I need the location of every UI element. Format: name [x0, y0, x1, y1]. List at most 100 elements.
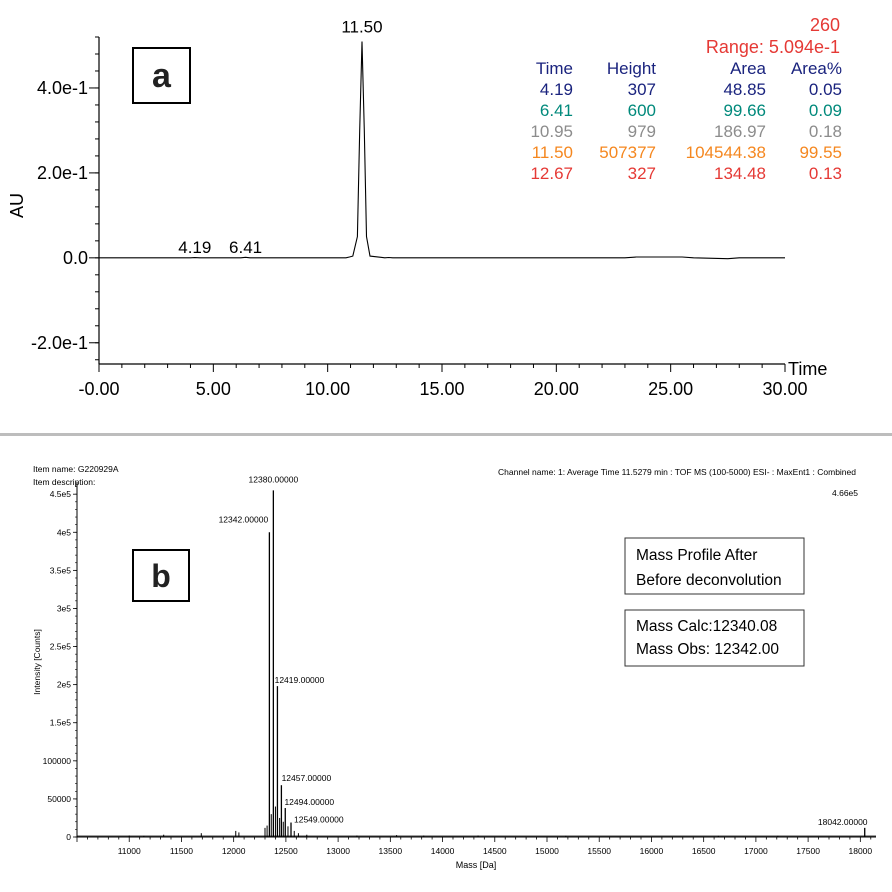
mass-obs-line: Mass Obs: 12342.00 — [636, 641, 779, 658]
x-tick-label-b: 11000 — [118, 846, 141, 856]
mass-calc-box — [624, 609, 805, 667]
y-tick-label-b: 4.5e5 — [50, 489, 72, 499]
table-cell-area-pct: 0.13 — [809, 164, 842, 183]
panel-label-b: b — [151, 558, 171, 594]
x-tick-label-a: 25.00 — [648, 379, 693, 399]
item-description: Item description: — [33, 477, 95, 487]
table-cell-height: 507377 — [599, 143, 656, 162]
x-tick-label-b: 12500 — [274, 846, 298, 856]
chromatogram-chart: -0.00 5.00 10.00 15.00 20.00 25.00 30.00 -2.0e-… — [7, 15, 842, 399]
table-cell-area: 134.48 — [714, 164, 766, 183]
y-tick-label-b: 2.5e5 — [50, 642, 72, 652]
peak-label-b: 12419.00000 — [275, 675, 325, 685]
axes-a — [98, 37, 785, 365]
channel-name: Channel name: 1: Average Time 11.5279 mi… — [498, 467, 856, 477]
x-tick-label-b: 14500 — [483, 846, 507, 856]
table-cell-height: 979 — [628, 122, 656, 141]
table-cell-area-pct: 0.09 — [809, 101, 842, 120]
y-tick-label-b: 3.5e5 — [50, 565, 72, 575]
table-cell-time: 11.50 — [532, 143, 573, 162]
x-tick-label-b: 16500 — [692, 846, 716, 856]
x-tick-label-b: 13000 — [326, 846, 350, 856]
table-cell-time: 12.67 — [530, 164, 573, 183]
panel-label-box-b — [132, 549, 190, 602]
peak-label-b: 18042.00000 — [818, 817, 868, 827]
x-tick-label-b: 17500 — [796, 846, 820, 856]
x-tick-label-b: 15500 — [587, 846, 611, 856]
table-cell-area: 48.85 — [723, 80, 766, 99]
table-cell-height: 327 — [628, 164, 656, 183]
table-cell-area: 186.97 — [714, 122, 766, 141]
table-cell-area-pct: 0.05 — [809, 80, 842, 99]
panel-label-a: a — [152, 57, 172, 95]
tick-labels-b: 11000 11500 12000 12500 13000 13500 14000 14500… — [43, 489, 873, 856]
y-tick-label-a: -2.0e-1 — [31, 333, 88, 353]
table-cell-height: 307 — [628, 80, 656, 99]
peak-label-b: 12380.00000 — [249, 474, 299, 484]
y-tick-label-b: 50000 — [47, 794, 71, 804]
table-cell-time: 4.19 — [540, 80, 573, 99]
minor-peaks — [128, 806, 779, 837]
tick-labels-a: -0.00 5.00 10.00 15.00 20.00 25.00 30.00 -2.0e-… — [31, 78, 808, 399]
x-tick-label-a: -0.00 — [78, 379, 119, 399]
table-cell-time: 6.41 — [540, 101, 573, 120]
table-cell-area: 99.66 — [723, 101, 766, 120]
x-tick-label-b: 16000 — [640, 846, 664, 856]
x-axis-label-a: Time — [788, 359, 827, 379]
peak-label-a: 11.50 — [341, 18, 382, 37]
y-axis-label-b: Intensity [Counts] — [32, 629, 42, 695]
table-cell-area: 104544.38 — [686, 143, 766, 162]
y-tick-label-b: 4e5 — [57, 527, 71, 537]
x-tick-label-a: 30.00 — [762, 379, 807, 399]
table-cell-area-pct: 0.18 — [809, 122, 842, 141]
panel-divider — [0, 433, 892, 436]
peak-labels-b: 12342.00000 12380.00000 12419.00000 12457.0… — [219, 474, 868, 826]
mass-profile-line-2: Before deconvolution — [636, 572, 782, 589]
y-tick-label-b: 2e5 — [57, 680, 71, 690]
wavelength-annotation: 260 — [810, 15, 840, 35]
peak-label-b: 12549.00000 — [294, 815, 344, 825]
mass-spectrum-chart: Item name: G220929A Item description: Ch… — [32, 464, 876, 870]
table-cell-height: 600 — [628, 101, 656, 120]
x-tick-label-b: 14000 — [431, 846, 455, 856]
x-tick-label-b: 18000 — [849, 846, 873, 856]
table-cell-time: 10.95 — [530, 122, 573, 141]
tick-marks-a — [89, 36, 786, 372]
table-header-area-pct: Area% — [791, 59, 842, 78]
mass-calc-line: Mass Calc:12340.08 — [636, 618, 777, 635]
mass-profile-box — [624, 537, 805, 595]
x-tick-label-b: 17000 — [744, 846, 768, 856]
peak-label-a: 6.41 — [229, 238, 262, 257]
y-axis-label-a: AU — [7, 193, 27, 218]
x-tick-label-b: 11500 — [170, 846, 193, 856]
mass-profile-line-1: Mass Profile After — [636, 547, 757, 564]
x-axis-label-b: Mass [Da] — [456, 860, 497, 870]
table-header-height: Height — [607, 59, 656, 78]
spectrum-peaks — [268, 490, 866, 837]
x-tick-label-a: 20.00 — [534, 379, 579, 399]
x-tick-label-b: 13500 — [379, 846, 403, 856]
item-name: Item name: G220929A — [33, 464, 119, 474]
x-tick-label-a: 5.00 — [196, 379, 231, 399]
x-tick-label-b: 15000 — [535, 846, 559, 856]
x-tick-label-a: 15.00 — [419, 379, 464, 399]
chromatogram-trace — [99, 41, 785, 260]
peak-label-b: 12457.00000 — [282, 773, 332, 783]
table-header-time: Time — [536, 59, 573, 78]
table-header-area: Area — [730, 59, 766, 78]
table-cell-area-pct: 99.55 — [799, 143, 842, 162]
range-annotation: Range: 5.094e-1 — [706, 37, 840, 57]
peak-table: Time Height Area Area% 4.19 307 48.85 0.05 6… — [530, 59, 842, 183]
y-tick-label-b: 0 — [66, 832, 71, 842]
peak-label-a: 4.19 — [178, 238, 211, 257]
y-tick-label-a: 2.0e-1 — [37, 163, 88, 183]
x-tick-label-a: 10.00 — [305, 379, 350, 399]
y-tick-label-a: 4.0e-1 — [37, 78, 88, 98]
y-tick-label-a: 0.0 — [63, 248, 88, 268]
x-tick-label-b: 12000 — [222, 846, 246, 856]
tick-marks-b — [73, 486, 872, 842]
y-tick-label-b: 3e5 — [57, 603, 71, 613]
peak-label-b: 12342.00000 — [219, 514, 269, 524]
panel-label-box-a — [132, 47, 191, 104]
peak-label-b: 12494.00000 — [284, 797, 334, 807]
